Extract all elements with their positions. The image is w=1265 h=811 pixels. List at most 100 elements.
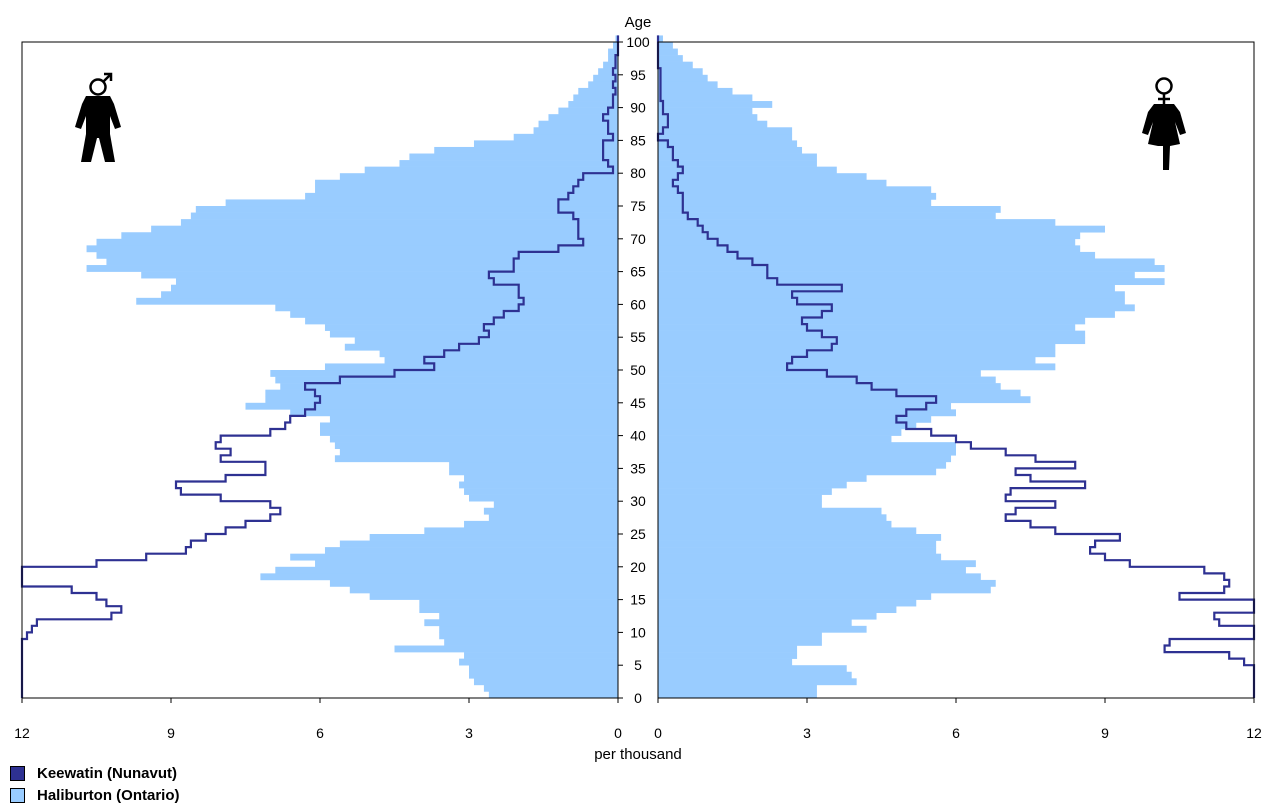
- haliburton-female-bar: [658, 606, 897, 614]
- haliburton-female-bar: [658, 35, 663, 43]
- haliburton-male-bar: [290, 409, 618, 417]
- haliburton-female-bar: [658, 678, 857, 686]
- haliburton-male-bar: [424, 527, 618, 535]
- haliburton-female-bar: [658, 684, 817, 692]
- haliburton-male-bar: [464, 520, 618, 528]
- age-tick-label: 10: [630, 624, 646, 640]
- haliburton-female-bar: [658, 540, 937, 548]
- haliburton-female-bar: [658, 652, 798, 659]
- haliburton-female-bar: [658, 81, 718, 89]
- haliburton-male-bar: [483, 507, 618, 515]
- x-tick-label-right: 9: [1101, 725, 1109, 741]
- age-tick-label: 0: [634, 690, 642, 706]
- age-tick-label: 80: [630, 165, 646, 181]
- haliburton-female-bar: [658, 376, 996, 384]
- haliburton-female-bar: [658, 370, 981, 377]
- x-axis-title: per thousand: [594, 746, 682, 763]
- haliburton-female-bar: [658, 343, 1056, 351]
- haliburton-male-bar: [424, 619, 618, 627]
- age-tick-label: 60: [630, 296, 646, 312]
- haliburton-female-bar: [658, 619, 852, 627]
- haliburton-male-bar: [275, 376, 618, 384]
- age-tick-label: 15: [630, 592, 646, 608]
- haliburton-female-bar: [658, 133, 793, 141]
- age-tick-label: 30: [630, 493, 646, 509]
- haliburton-male-bar: [449, 468, 618, 476]
- age-tick-label: 90: [630, 100, 646, 116]
- haliburton-female-bar: [658, 671, 852, 679]
- haliburton-female-bar: [658, 691, 817, 699]
- haliburton-female-bar: [658, 160, 817, 167]
- haliburton-male-bar: [245, 402, 618, 410]
- haliburton-male-bar: [175, 278, 618, 286]
- haliburton-female-bar: [658, 146, 803, 154]
- age-tick-label: 35: [630, 460, 646, 476]
- haliburton-male-bar: [538, 120, 618, 128]
- x-tick-label-left: 0: [614, 725, 622, 741]
- haliburton-male-bar: [419, 606, 618, 614]
- haliburton-female-bar: [658, 625, 867, 633]
- haliburton-male-bar: [86, 265, 619, 272]
- haliburton-male-bar: [488, 514, 618, 522]
- haliburton-female-bar: [658, 232, 1081, 240]
- haliburton-male-bar: [394, 645, 618, 653]
- haliburton-male-bar: [399, 160, 618, 167]
- age-tick-label: 50: [630, 362, 646, 378]
- haliburton-female-bar: [658, 501, 822, 509]
- haliburton-male-bar: [270, 370, 618, 377]
- age-tick-label: 70: [630, 231, 646, 247]
- haliburton-male-bar: [379, 350, 618, 358]
- haliburton-male-bar: [305, 317, 618, 325]
- haliburton-female-bar: [658, 61, 693, 69]
- haliburton-male-bar: [305, 192, 618, 200]
- haliburton-male-bar: [96, 238, 618, 246]
- haliburton-female-bar: [658, 566, 966, 574]
- haliburton-female-bar: [658, 120, 768, 128]
- haliburton-male-bar: [195, 206, 619, 213]
- haliburton-female-bar: [658, 494, 822, 502]
- haliburton-male-bar: [548, 114, 618, 122]
- haliburton-female-bar: [658, 665, 847, 673]
- age-tick-label: 75: [630, 198, 646, 214]
- haliburton-female-bar: [658, 186, 932, 194]
- haliburton-female-bar: [658, 206, 1001, 213]
- haliburton-male-bar: [86, 245, 619, 253]
- haliburton-female-bar: [658, 645, 798, 653]
- haliburton-female-bar: [658, 330, 1086, 338]
- haliburton-male-bar: [439, 632, 618, 640]
- haliburton-male-bar: [513, 133, 618, 141]
- haliburton-male-bar: [315, 179, 618, 187]
- haliburton-female-bar: [658, 415, 932, 423]
- haliburton-male-bar: [339, 448, 618, 456]
- haliburton-female-bar: [658, 547, 937, 554]
- haliburton-male-bar: [588, 81, 618, 89]
- haliburton-female-bar: [658, 337, 1086, 345]
- haliburton-male-bar: [434, 146, 618, 154]
- haliburton-female-bar: [658, 507, 882, 515]
- legend-swatch-keewatin: [10, 765, 25, 781]
- haliburton-female-bar: [658, 114, 758, 122]
- age-tick-label: 95: [630, 67, 646, 83]
- haliburton-male-bar: [598, 68, 618, 76]
- haliburton-male-bar: [473, 140, 618, 148]
- haliburton-male-bar: [334, 455, 618, 463]
- legend-item-haliburton: Haliburton (Ontario): [10, 784, 180, 806]
- haliburton-female-bar: [658, 251, 1096, 259]
- haliburton-female-bar: [658, 265, 1165, 272]
- haliburton-female-bar: [658, 55, 683, 62]
- haliburton-male-bar: [329, 435, 618, 443]
- male-icon: [75, 72, 121, 162]
- haliburton-female-bar: [658, 127, 793, 135]
- x-tick-label-left: 12: [14, 725, 30, 741]
- haliburton-male-bar: [409, 153, 618, 161]
- haliburton-male-bar: [533, 127, 618, 135]
- x-tick-label-left: 9: [167, 725, 175, 741]
- age-axis-ticks: 0 5 10 15 20 25 30 35 40 45 50 55 60 65 70 75 80 85 90 95 10…: [618, 34, 650, 706]
- haliburton-male-bar: [449, 461, 618, 469]
- female-icon: [1142, 77, 1186, 170]
- age-tick-label: 20: [630, 559, 646, 575]
- haliburton-male-bar: [280, 383, 618, 390]
- haliburton-male-bar: [459, 481, 618, 489]
- haliburton-male-bar: [290, 310, 618, 318]
- haliburton-female-bar: [658, 586, 991, 594]
